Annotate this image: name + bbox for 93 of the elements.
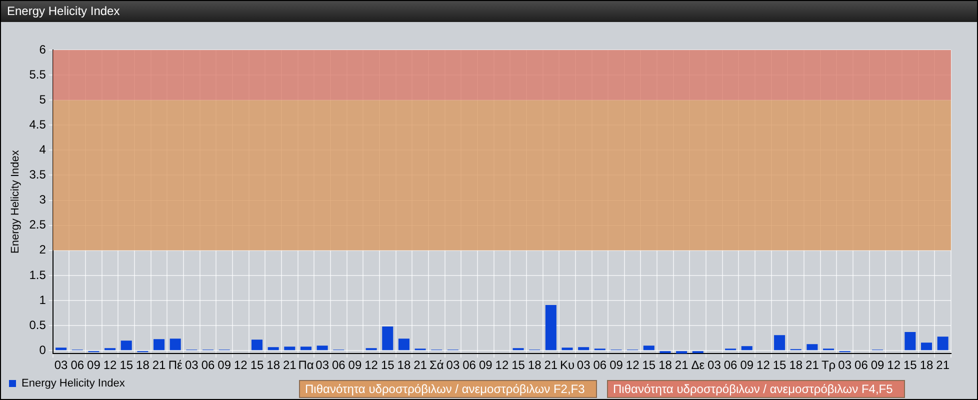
x-tick-label: 06	[201, 358, 216, 372]
x-tick-label: 03	[446, 358, 460, 372]
x-tick-label: 09	[478, 358, 493, 372]
x-tick-label: Κυ	[560, 358, 575, 372]
x-tick-label: 21	[414, 358, 428, 372]
bar	[904, 332, 916, 350]
legend-label: Energy Helicity Index	[22, 378, 126, 390]
x-tick-label: 12	[364, 358, 378, 372]
x-tick-label: 18	[136, 358, 150, 372]
y-tick-label: 3	[39, 192, 46, 207]
bar	[562, 348, 573, 350]
x-tick-label: Τρ	[821, 358, 836, 372]
bar	[676, 351, 688, 354]
y-tick-label: 4.5	[29, 117, 46, 132]
y-tick-label: 0.5	[29, 318, 46, 332]
x-tick-label: 18	[920, 358, 934, 372]
x-tick-label: 21	[152, 358, 166, 372]
bar	[300, 346, 312, 350]
x-tick-label: 09	[348, 358, 362, 372]
x-tick-label: 03	[185, 358, 199, 372]
x-tick-label: 21	[936, 358, 950, 372]
x-tick-label: 06	[854, 358, 868, 372]
y-tick-label: 2.5	[29, 218, 46, 232]
x-tick-label: 15	[642, 358, 656, 372]
x-tick-label: 12	[495, 358, 509, 372]
bar	[56, 348, 67, 350]
x-tick-label: 06	[593, 358, 607, 372]
bar	[382, 326, 394, 350]
x-tick-label: 03	[316, 358, 330, 372]
bar	[316, 346, 328, 350]
bar	[268, 347, 279, 350]
x-tick-label: 12	[887, 358, 901, 372]
bar	[154, 339, 165, 350]
x-tick-label: 06	[724, 358, 738, 372]
x-tick-label: 06	[70, 358, 84, 372]
x-tick-label: 12	[626, 358, 640, 372]
x-tick-label: 15	[772, 358, 787, 372]
y-tick-label: 4	[39, 142, 46, 157]
y-tick-label: 6	[39, 42, 46, 56]
chart-title: Energy Helicity Index	[1, 1, 977, 22]
x-tick-label: 21	[544, 358, 558, 372]
y-tick-label: 5	[39, 92, 46, 106]
y-tick-label: 1	[39, 292, 46, 307]
y-axis-title: Energy Helicity Index	[10, 150, 22, 254]
bar	[578, 347, 590, 350]
x-tick-label: 06	[332, 358, 346, 372]
bar	[398, 338, 410, 350]
x-tick-label: 18	[397, 358, 411, 372]
bar	[774, 335, 786, 350]
bar	[643, 346, 654, 350]
y-tick-label: 1.5	[29, 268, 46, 282]
x-tick-label: 06	[462, 358, 476, 372]
y-tick-label: 2	[39, 242, 46, 257]
x-tick-label: Δε	[691, 358, 706, 372]
x-tick-label: 09	[870, 358, 885, 372]
x-tick-label: 12	[756, 358, 770, 372]
x-tick-label: 18	[789, 358, 803, 372]
x-tick-label: 15	[250, 358, 264, 372]
x-tick-label: 18	[658, 358, 672, 372]
y-tick-label: 0	[39, 342, 46, 357]
x-tick-label: 21	[806, 358, 820, 372]
x-tick-label: 03	[576, 358, 591, 372]
x-tick-label: 15	[512, 358, 526, 372]
bar	[741, 346, 752, 350]
x-tick-label: 21	[282, 358, 297, 372]
bar	[545, 305, 556, 350]
x-tick-label: 03	[838, 358, 852, 372]
bar	[120, 340, 132, 350]
bar	[806, 344, 818, 350]
bar	[937, 336, 948, 350]
x-tick-label: 03	[54, 358, 68, 372]
x-tick-label: 21	[674, 358, 689, 372]
x-tick-label: 03	[708, 358, 722, 372]
bar	[170, 338, 181, 350]
x-tick-label: 18	[528, 358, 542, 372]
x-tick-label: 18	[266, 358, 280, 372]
x-tick-label: 15	[120, 358, 134, 372]
x-tick-label: Πέ	[168, 358, 184, 372]
x-tick-label: 15	[380, 358, 395, 372]
x-tick-label: 09	[610, 358, 624, 372]
x-tick-label: 09	[87, 358, 101, 372]
x-tick-label: Σά	[429, 358, 444, 372]
y-tick-label: 3.5	[29, 168, 46, 182]
bar	[284, 346, 296, 350]
x-tick-label: 15	[903, 358, 918, 372]
bar	[920, 342, 932, 350]
y-tick-label: 5.5	[29, 67, 46, 82]
x-tick-label: 09	[740, 358, 754, 372]
x-tick-label: 09	[218, 358, 232, 372]
bar	[251, 340, 263, 350]
x-tick-label: Πα	[298, 358, 314, 372]
x-tick-label: 12	[234, 358, 248, 372]
x-tick-label: 12	[103, 358, 118, 372]
